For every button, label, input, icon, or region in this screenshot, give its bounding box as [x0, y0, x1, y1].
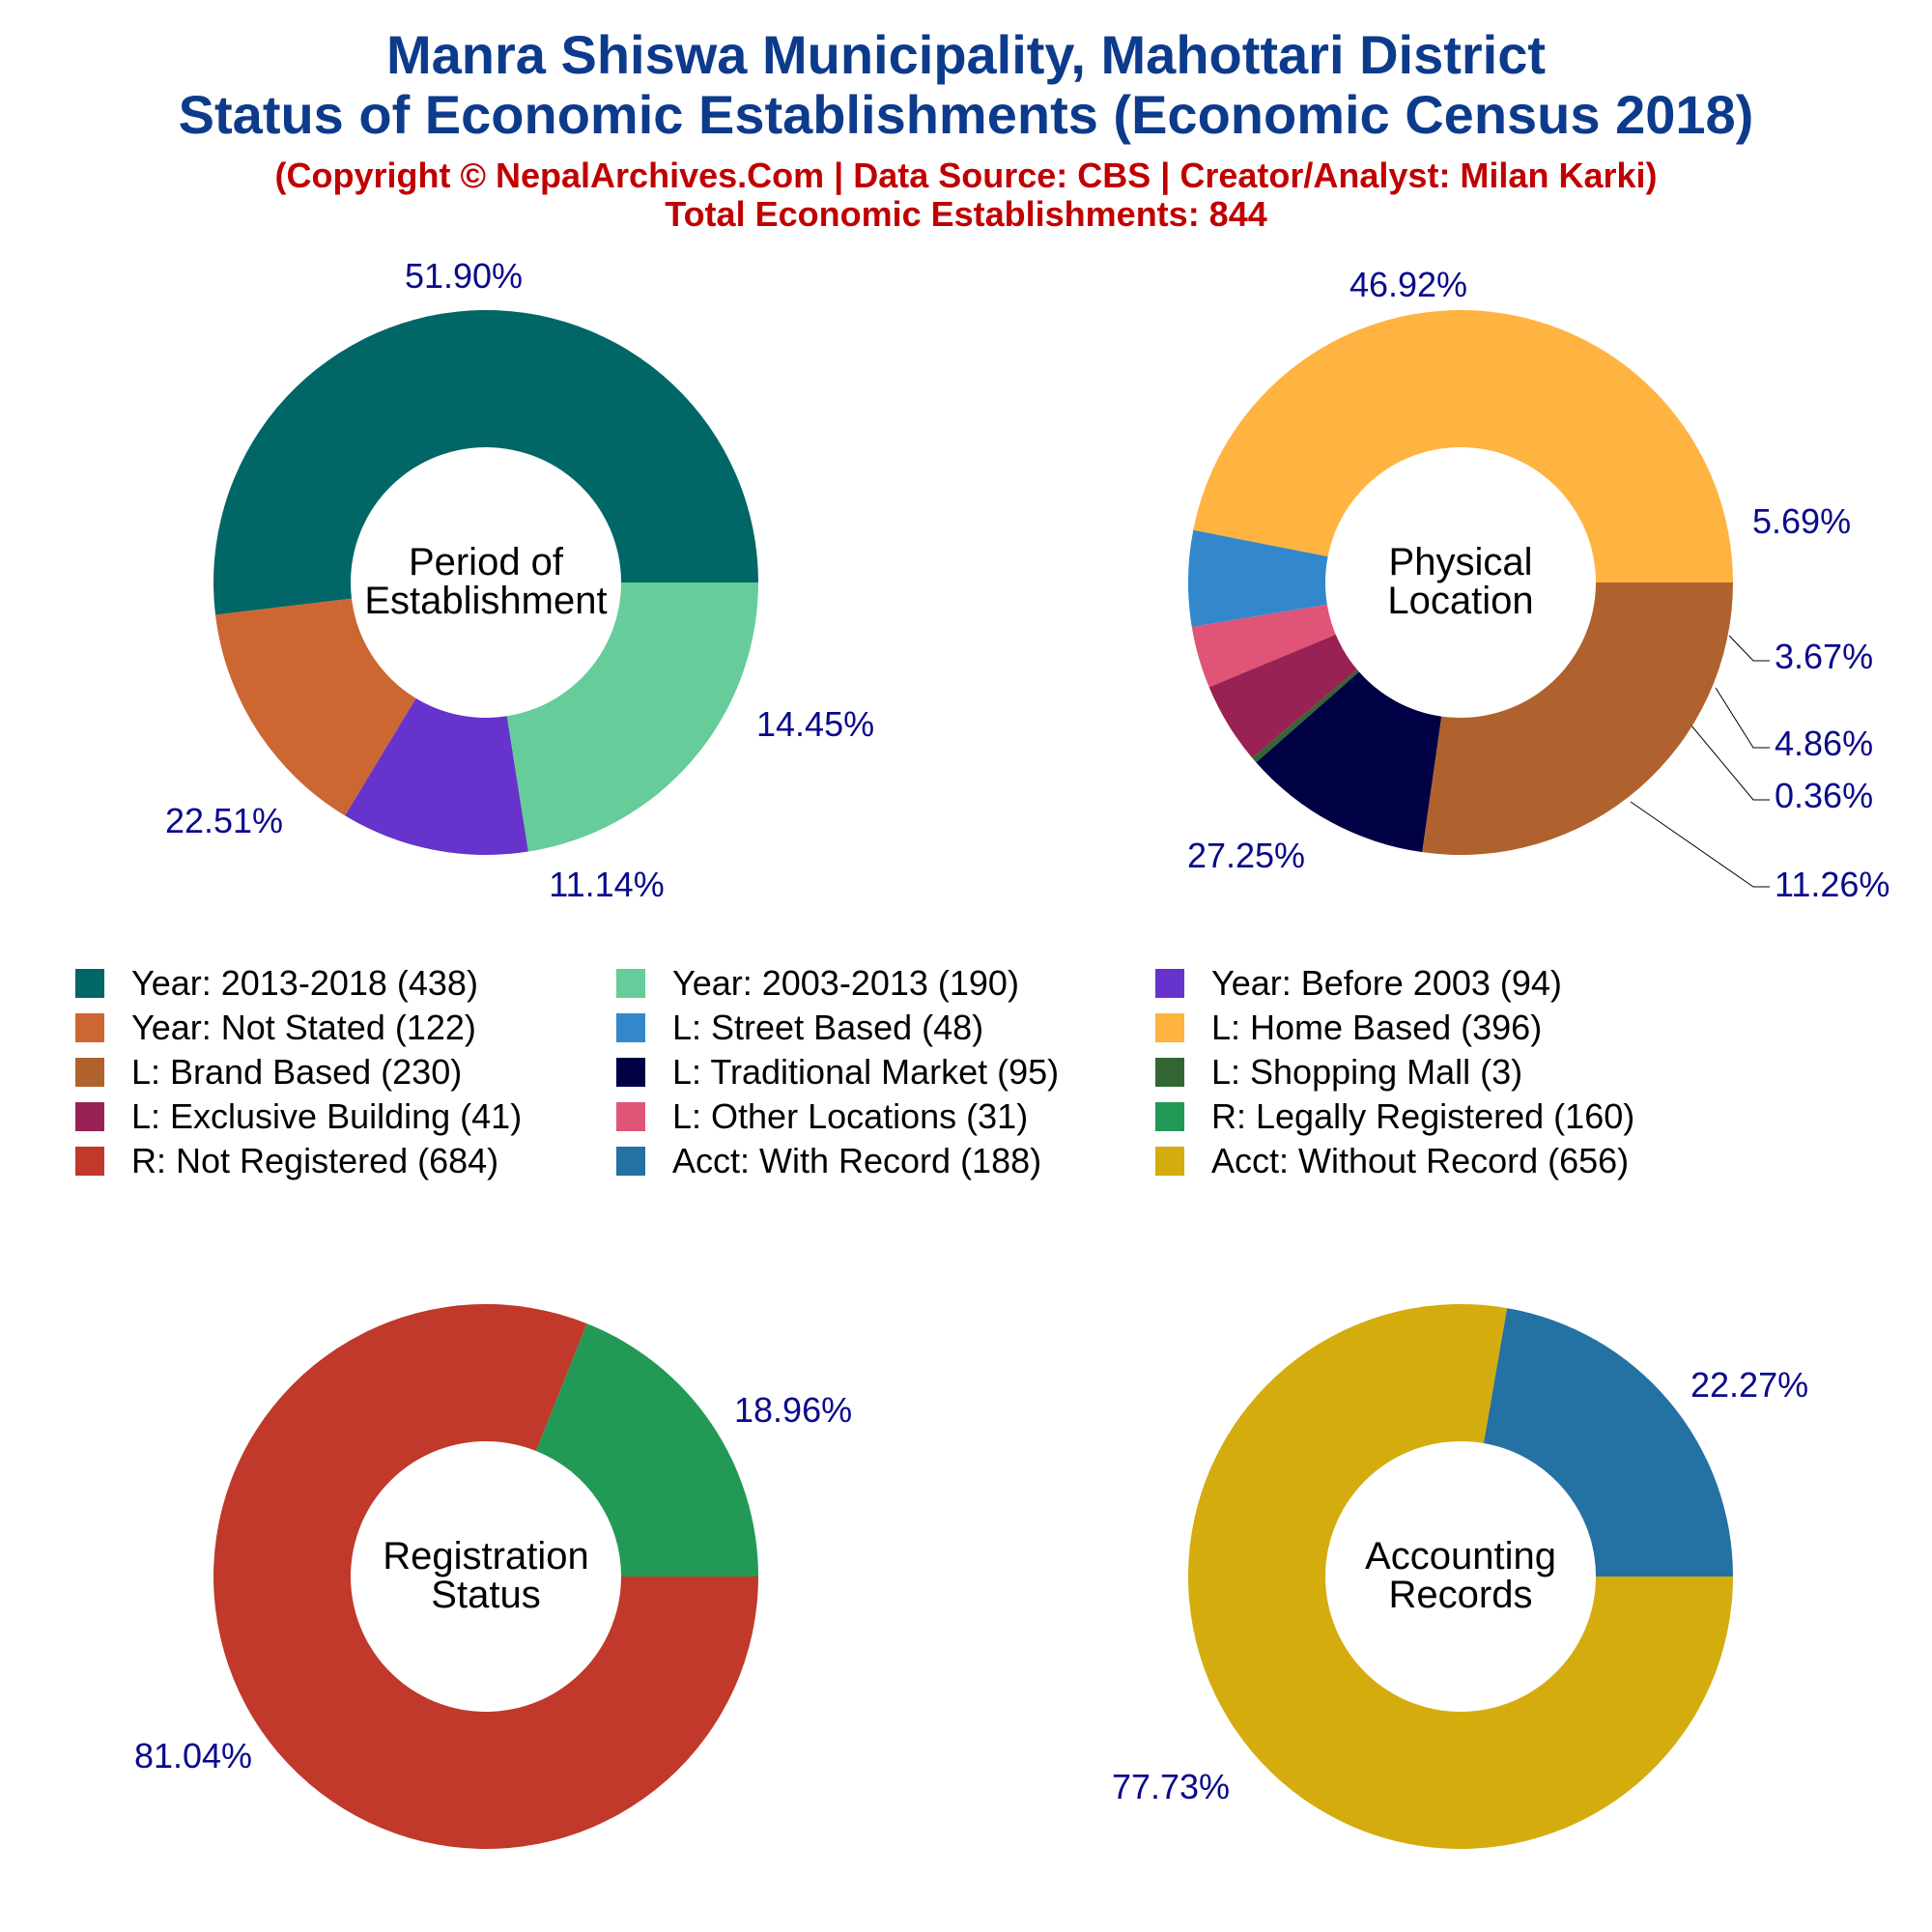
- legend: Year: 2013-2018 (438) Year: 2003-2013 (19…: [75, 963, 1634, 1180]
- donut-center-label: Status: [431, 1574, 540, 1616]
- legend-item: Year: 2013-2018 (438): [75, 963, 478, 1003]
- donut-slice: [213, 1303, 758, 1849]
- legend-item: Year: Not Stated (122): [75, 1008, 476, 1047]
- legend-swatch: [1155, 1102, 1184, 1131]
- donut-chart-2: 46.92% 5.69% 3.67% 4.86% 0.36% 11.26% 27.25% Ph…: [1187, 265, 1889, 904]
- legend-label: L: Home Based (396): [1211, 1008, 1542, 1047]
- donut-center-label: Establishment: [364, 580, 607, 622]
- legend-label: L: Brand Based (230): [131, 1052, 462, 1092]
- legend-label: Year: 2003-2013 (190): [672, 963, 1019, 1003]
- legend-swatch: [1155, 1013, 1184, 1042]
- legend-swatch: [75, 1013, 104, 1042]
- chart-title-line-2: Status of Economic Establishments (Econo…: [178, 84, 1754, 145]
- legend-item: L: Home Based (396): [1155, 1008, 1542, 1047]
- legend-swatch: [1155, 1147, 1184, 1176]
- label-leader-line: [1630, 801, 1770, 888]
- legend-label: Year: 2013-2018 (438): [131, 963, 478, 1003]
- donut-slice: [1252, 669, 1359, 763]
- legend-label: L: Other Locations (31): [672, 1096, 1028, 1136]
- legend-swatch: [616, 1102, 645, 1131]
- copyright-subtitle: (Copyright © NepalArchives.Com | Data So…: [274, 156, 1658, 195]
- donut-slice: [213, 309, 758, 615]
- donut-center-label: Location: [1387, 580, 1533, 622]
- legend-swatch: [616, 969, 645, 998]
- legend-label: Year: Not Stated (122): [131, 1008, 476, 1047]
- legend-swatch: [616, 1147, 645, 1176]
- donut-center-label: Physical: [1389, 541, 1533, 583]
- donut-slice: [1422, 582, 1733, 855]
- legend-item: R: Legally Registered (160): [1155, 1096, 1634, 1136]
- slice-percent-label: 22.51%: [165, 801, 283, 840]
- label-leader-line: [1715, 687, 1770, 749]
- legend-label: R: Legally Registered (160): [1211, 1096, 1634, 1136]
- legend-item: Acct: Without Record (656): [1155, 1141, 1629, 1180]
- legend-swatch: [1155, 1058, 1184, 1087]
- slice-percent-label: 22.27%: [1690, 1365, 1808, 1405]
- chart-title-line-1: Manra Shiswa Municipality, Mahottari Dis…: [385, 24, 1547, 85]
- legend-item: L: Street Based (48): [616, 1008, 983, 1047]
- legend-label: Year: Before 2003 (94): [1211, 963, 1562, 1003]
- total-subtitle: Total Economic Establishments: 844: [665, 194, 1267, 234]
- slice-percent-label: 4.86%: [1775, 724, 1873, 763]
- slice-percent-label: 46.92%: [1350, 265, 1467, 304]
- slice-percent-label: 14.45%: [756, 704, 874, 744]
- slice-percent-label: 51.90%: [405, 256, 523, 296]
- legend-item: L: Other Locations (31): [616, 1096, 1028, 1136]
- legend-item: L: Shopping Mall (3): [1155, 1052, 1522, 1092]
- legend-swatch: [75, 1102, 104, 1131]
- slice-percent-label: 3.67%: [1775, 637, 1873, 676]
- legend-item: Year: 2003-2013 (190): [616, 963, 1019, 1003]
- donut-slice: [1483, 1308, 1733, 1577]
- legend-item: Acct: With Record (188): [616, 1141, 1041, 1180]
- slice-percent-label: 5.69%: [1752, 501, 1851, 541]
- donut-center-label: Records: [1389, 1574, 1533, 1616]
- legend-item: L: Traditional Market (95): [616, 1052, 1059, 1092]
- label-leader-line: [1690, 724, 1770, 801]
- donut-slice: [1188, 529, 1328, 627]
- slice-percent-label: 11.26%: [1775, 865, 1889, 904]
- legend-swatch: [75, 1058, 104, 1087]
- donut-slice: [214, 598, 416, 816]
- donut-center-label: Accounting: [1365, 1535, 1556, 1577]
- legend-item: L: Exclusive Building (41): [75, 1096, 522, 1136]
- legend-label: Acct: Without Record (656): [1211, 1141, 1629, 1180]
- slice-percent-label: 18.96%: [734, 1390, 852, 1430]
- legend-label: R: Not Registered (684): [131, 1141, 498, 1180]
- legend-swatch: [75, 969, 104, 998]
- donut-slice: [1188, 1304, 1733, 1849]
- slice-percent-label: 11.14%: [549, 865, 664, 904]
- legend-swatch: [1155, 969, 1184, 998]
- legend-swatch: [75, 1147, 104, 1176]
- legend-swatch: [616, 1013, 645, 1042]
- legend-item: L: Brand Based (230): [75, 1052, 462, 1092]
- donut-slice: [1193, 309, 1733, 582]
- legend-label: L: Traditional Market (95): [672, 1052, 1059, 1092]
- donut-slice: [345, 697, 528, 855]
- donut-center-label: Period of: [409, 541, 564, 583]
- legend-label: Acct: With Record (188): [672, 1141, 1041, 1180]
- legend-swatch: [616, 1058, 645, 1087]
- legend-label: L: Exclusive Building (41): [131, 1096, 522, 1136]
- donut-center-label: Registration: [383, 1535, 588, 1577]
- legend-item: Year: Before 2003 (94): [1155, 963, 1562, 1003]
- legend-item: R: Not Registered (684): [75, 1141, 498, 1180]
- slice-percent-label: 81.04%: [134, 1736, 252, 1776]
- legend-label: L: Street Based (48): [672, 1008, 983, 1047]
- slice-percent-label: 77.73%: [1112, 1767, 1230, 1806]
- slice-percent-label: 27.25%: [1187, 836, 1305, 875]
- donut-slice: [506, 582, 758, 852]
- legend-label: L: Shopping Mall (3): [1211, 1052, 1522, 1092]
- donut-chart-1: 51.90% 14.45% 11.14% 22.51% Period ofEstabli…: [165, 256, 874, 904]
- label-leader-line: [1728, 635, 1770, 662]
- donut-slice: [535, 1323, 758, 1577]
- donut-slice: [1191, 604, 1336, 688]
- donut-slice: [1256, 671, 1442, 853]
- slice-percent-label: 0.36%: [1775, 776, 1873, 815]
- donut-slice: [1208, 634, 1357, 758]
